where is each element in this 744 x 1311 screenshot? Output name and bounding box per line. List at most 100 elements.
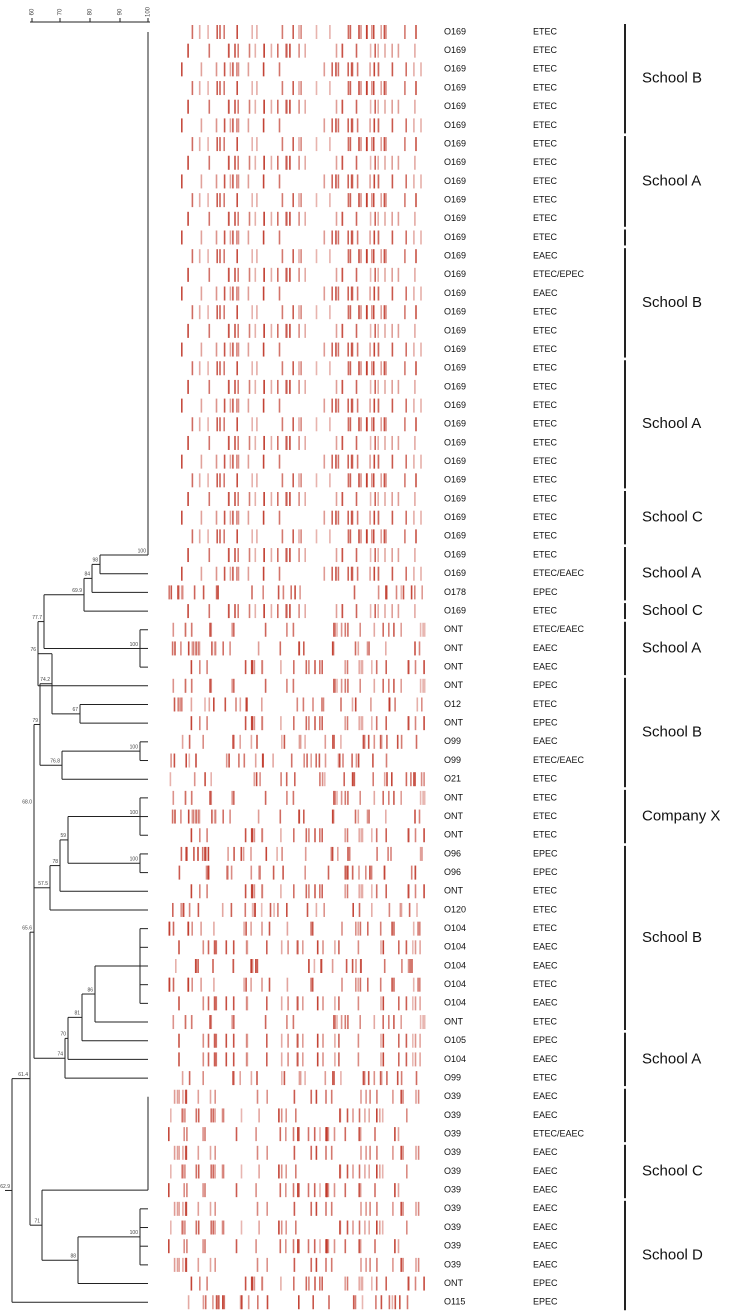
gel-band: [389, 1295, 391, 1309]
gel-band: [241, 1108, 243, 1122]
pathotype: EAEC: [533, 1259, 558, 1269]
gel-band: [413, 511, 415, 525]
gel-band: [344, 884, 346, 898]
node-label: 100: [130, 857, 139, 863]
pathotype: ETEC: [533, 419, 558, 429]
gel-band: [412, 1034, 414, 1048]
gel-band: [279, 455, 281, 469]
gel-band: [247, 1034, 249, 1048]
gel-band: [347, 847, 349, 861]
gel-band: [336, 44, 338, 58]
gel-band: [338, 1034, 340, 1048]
node-label: 59: [60, 833, 66, 839]
gel-band: [385, 641, 387, 655]
gel-band: [376, 660, 378, 674]
gel-band: [261, 828, 263, 842]
pathotype: ETEC: [533, 437, 558, 447]
gel-band: [179, 866, 181, 880]
gel-band: [414, 604, 416, 618]
gel-band: [277, 268, 279, 282]
gel-band: [335, 118, 337, 132]
gel-band: [356, 380, 358, 394]
gel-band: [423, 828, 425, 842]
gel-band: [182, 1108, 184, 1122]
gel-band: [246, 697, 248, 711]
pathotype: ETEC: [533, 26, 558, 36]
gel-band: [269, 922, 271, 936]
gel-band: [254, 660, 256, 674]
gel-band: [374, 399, 376, 413]
gel-band: [370, 436, 372, 450]
gel-band: [251, 884, 253, 898]
gel-band: [360, 1146, 362, 1160]
gel-band: [278, 1221, 280, 1235]
gel-band: [350, 473, 352, 487]
gel-band: [348, 417, 350, 431]
gel-band: [231, 866, 233, 880]
gel-band: [398, 940, 400, 954]
gel-band: [204, 697, 206, 711]
gel-band: [277, 156, 279, 170]
gel-band: [384, 156, 386, 170]
gel-band: [249, 212, 251, 226]
gel-band: [393, 679, 395, 693]
gel-band: [324, 174, 326, 188]
gel-band: [258, 1108, 260, 1122]
group-label: School A: [642, 1050, 701, 1067]
gel-band: [187, 604, 189, 618]
gel-band: [208, 847, 210, 861]
gel-band: [405, 287, 407, 301]
gel-band: [173, 978, 175, 992]
gel-band: [184, 1221, 186, 1235]
gel-band: [359, 1108, 361, 1122]
gel-band: [191, 623, 193, 637]
gel-band: [329, 249, 331, 263]
gel-band: [298, 156, 300, 170]
gel-band: [210, 1090, 212, 1104]
gel-band: [192, 193, 194, 207]
gel-band: [282, 361, 284, 375]
gel-band: [200, 978, 202, 992]
gel-band: [224, 567, 226, 581]
gel-band: [173, 679, 175, 693]
gel-band: [415, 529, 417, 543]
gel-band: [210, 623, 212, 637]
gel-band: [414, 268, 416, 282]
gel-band: [280, 1239, 282, 1253]
gel-band: [374, 436, 376, 450]
gel-band: [298, 604, 300, 618]
gel-band: [398, 996, 400, 1010]
gel-band: [249, 324, 251, 338]
gel-band: [371, 903, 373, 917]
gel-band: [219, 81, 221, 95]
gel-band: [388, 623, 390, 637]
gel-band: [280, 660, 282, 674]
gel-band: [244, 754, 246, 768]
gel-band: [392, 287, 394, 301]
gel-band: [236, 455, 238, 469]
gel-band: [308, 828, 310, 842]
serotype: O39: [444, 1203, 461, 1213]
gel-band: [304, 548, 306, 562]
gel-band: [223, 1164, 225, 1178]
gel-band: [210, 1221, 212, 1235]
gel-band: [398, 268, 400, 282]
gel-band: [201, 230, 203, 244]
gel-band: [209, 492, 211, 506]
gel-band: [333, 791, 335, 805]
gel-band: [238, 343, 240, 357]
gel-band: [230, 343, 232, 357]
gel-band: [280, 884, 282, 898]
serotype: O12: [444, 699, 461, 709]
gel-band: [223, 1108, 225, 1122]
gel-band: [341, 791, 343, 805]
gel-band: [256, 25, 258, 39]
gel-band: [364, 1221, 366, 1235]
gel-band: [347, 679, 349, 693]
gel-band: [362, 828, 364, 842]
gel-band: [216, 137, 218, 151]
gel-band: [299, 1071, 301, 1085]
gel-band: [256, 305, 258, 319]
serotype: O169: [444, 120, 466, 130]
gel-band: [186, 1127, 188, 1141]
